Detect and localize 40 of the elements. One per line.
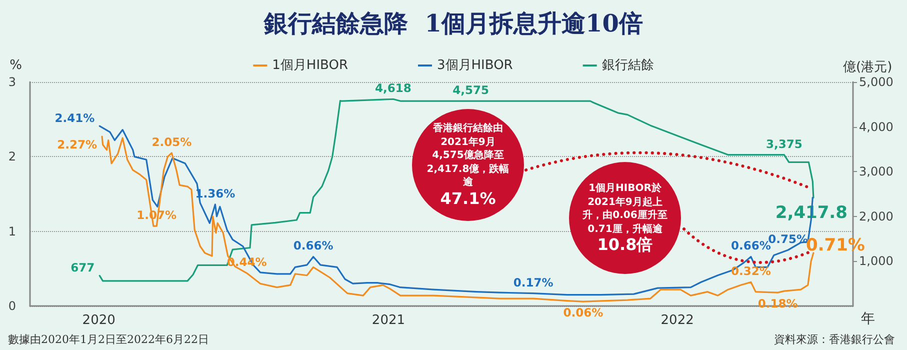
data-label: 0.66% (293, 238, 334, 253)
data-label: 3,375 (766, 136, 802, 151)
y2-tick-label: 5,000 (859, 75, 894, 89)
data-label: 0.18% (758, 296, 798, 311)
y2-tick-label: 2,000 (859, 209, 894, 224)
data-label: 2.41% (54, 111, 96, 126)
callout-circle: 香港銀行結餘由2021年9月4,575億急降至2,417.8億，跌幅逾 47.1% (412, 109, 524, 221)
source-note: 資料來源：香港銀行公會 (774, 332, 895, 347)
y2-axis-title: 億(港元) (843, 60, 892, 75)
y2-tick-label: 4,000 (859, 120, 894, 134)
data-label: 2.05% (152, 134, 192, 149)
x-tick-label: 2020 (82, 313, 116, 328)
y-axis-title: % (10, 58, 22, 73)
data-label: 0.71% (806, 235, 865, 256)
x-tick-label: 2021 (372, 313, 406, 328)
annotation: 1個月HIBOR於2021年9月起上升，由0.06厘升至0.71厘，升幅逾 (582, 182, 668, 236)
y-tick-label: 0 (8, 299, 16, 313)
data-label: 4,575 (452, 83, 489, 98)
y2-tick-label: 1,000 (859, 254, 894, 268)
y2-tick-label: 3,000 (859, 164, 894, 179)
data-label: 0.17% (513, 275, 554, 290)
legend-label: 3個月HIBOR (437, 58, 513, 73)
annotation: 47.1% (440, 188, 496, 208)
y-tick-label: 3 (8, 75, 16, 89)
chart-title: 銀行結餘急降 1個月拆息升逾10倍 (263, 8, 643, 38)
y-tick-label: 1 (8, 224, 16, 238)
annotation: 香港銀行結餘由2021年9月4,575億急降至2,417.8億，跌幅逾 (426, 122, 510, 190)
legend-label: 1個月HIBOR (272, 58, 348, 73)
legend-label: 銀行結餘 (602, 58, 654, 73)
annotation: 10.8倍 (597, 235, 653, 254)
callout-circle: 1個月HIBOR於2021年9月起上升，由0.06厘升至0.71厘，升幅逾 10.8倍 (569, 162, 681, 274)
data-label: 2.27% (57, 138, 98, 152)
data-label: 0.32% (730, 264, 772, 278)
text: 數據由2020年1月2日至2022年6月22日 (8, 332, 209, 347)
x-tick-label: 2022 (660, 313, 694, 328)
y-tick-label: 2 (8, 150, 16, 164)
data-label: 4,618 (375, 81, 412, 96)
data-label: 677 (70, 260, 95, 275)
x-axis-title: 年 (861, 311, 875, 327)
data-label: 0.06% (563, 306, 604, 320)
